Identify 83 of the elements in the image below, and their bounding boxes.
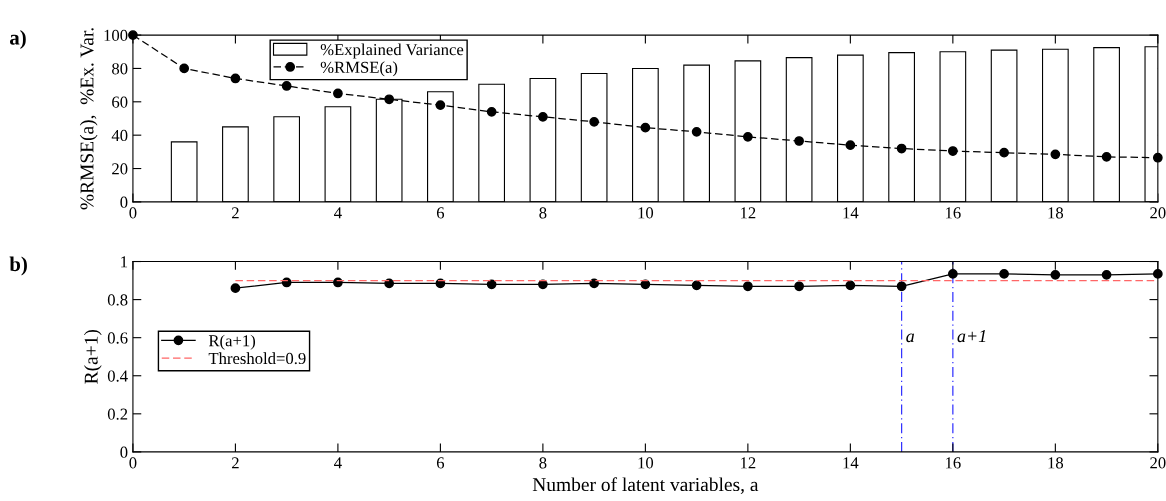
y-tick-label: 0 — [120, 446, 128, 458]
point — [384, 94, 395, 105]
x-tick-label: 6 — [436, 457, 445, 469]
legend-label: %RMSE(a) — [320, 61, 398, 77]
x-tick-label: 12 — [741, 457, 756, 469]
ref-line-label: a — [906, 333, 915, 343]
point — [486, 279, 497, 290]
point — [640, 279, 651, 290]
point — [589, 116, 599, 127]
y-tick-label: 40 — [111, 129, 128, 142]
point — [691, 126, 702, 137]
point — [845, 140, 856, 151]
point — [486, 106, 497, 117]
y-tick-label: 0.8 — [107, 294, 128, 306]
point — [589, 278, 599, 289]
point — [691, 280, 702, 291]
x-tick-label: 10 — [638, 207, 654, 219]
point — [999, 269, 1009, 279]
point — [333, 277, 343, 288]
point — [845, 280, 856, 291]
point — [1152, 269, 1163, 279]
y-axis-title: %RMSE(a), %Ex. Var. — [79, 28, 98, 210]
legend-label: Threshold=0.9 — [208, 352, 306, 365]
x-tick-label: 14 — [843, 207, 859, 219]
x-tick-label: 18 — [1048, 457, 1064, 469]
point — [640, 122, 651, 133]
point — [1050, 269, 1061, 280]
y-tick-label: 80 — [112, 63, 128, 75]
point — [384, 278, 395, 289]
x-tick-label: 6 — [436, 207, 445, 219]
point — [538, 111, 548, 122]
point — [896, 143, 907, 154]
x-tick-label: 4 — [334, 457, 342, 469]
legend-label: R(a+1) — [208, 334, 256, 350]
point — [947, 269, 958, 279]
x-tick-label: 14 — [843, 457, 859, 469]
y-tick-label: 0.4 — [107, 370, 128, 382]
point — [128, 30, 138, 40]
point — [230, 73, 241, 84]
point — [947, 146, 958, 156]
point — [999, 147, 1009, 158]
x-tick-label: 0 — [129, 207, 137, 219]
x-axis-title: Number of latent variables, a — [532, 477, 759, 494]
point — [896, 281, 907, 292]
point — [743, 281, 753, 292]
y-tick-label: 0.2 — [107, 408, 128, 420]
x-tick-label: 10 — [638, 457, 654, 469]
x-tick-label: 8 — [539, 207, 547, 219]
x-tick-label: 20 — [1150, 457, 1166, 469]
y-axis-title: R(a+1) — [84, 329, 102, 384]
point — [794, 136, 804, 146]
x-tick-label: 2 — [231, 207, 239, 219]
x-tick-label: 8 — [539, 457, 547, 469]
point — [281, 81, 292, 91]
point — [1050, 149, 1061, 160]
y-tick-label: 0 — [120, 196, 128, 208]
x-tick-label: 18 — [1048, 207, 1064, 219]
x-tick-label: 4 — [334, 207, 342, 219]
y-tick-label: 20 — [112, 163, 128, 175]
x-tick-label: 16 — [945, 207, 961, 219]
point — [333, 88, 343, 99]
point — [743, 131, 753, 142]
x-tick-label: 0 — [129, 457, 137, 469]
point — [435, 100, 446, 111]
y-tick-label: 60 — [112, 96, 128, 108]
ref-line-label: a+1 — [957, 330, 986, 343]
text: b) — [9, 256, 27, 276]
point — [1101, 151, 1112, 162]
point — [1152, 152, 1163, 163]
x-tick-label: 12 — [741, 207, 756, 219]
y-tick-label: 100 — [104, 29, 128, 42]
x-tick-label: 16 — [945, 457, 961, 469]
x-tick-label: 2 — [231, 457, 239, 469]
point — [538, 279, 548, 290]
point — [230, 283, 241, 294]
y-tick-label: 0.6 — [107, 332, 128, 344]
text: a) — [10, 30, 26, 49]
point — [1101, 269, 1112, 280]
x-tick-label: 20 — [1150, 207, 1166, 219]
legend-label: %Explained Variance — [320, 43, 464, 59]
point — [794, 281, 804, 292]
point — [179, 63, 190, 74]
y-tick-label: 1 — [121, 256, 128, 268]
